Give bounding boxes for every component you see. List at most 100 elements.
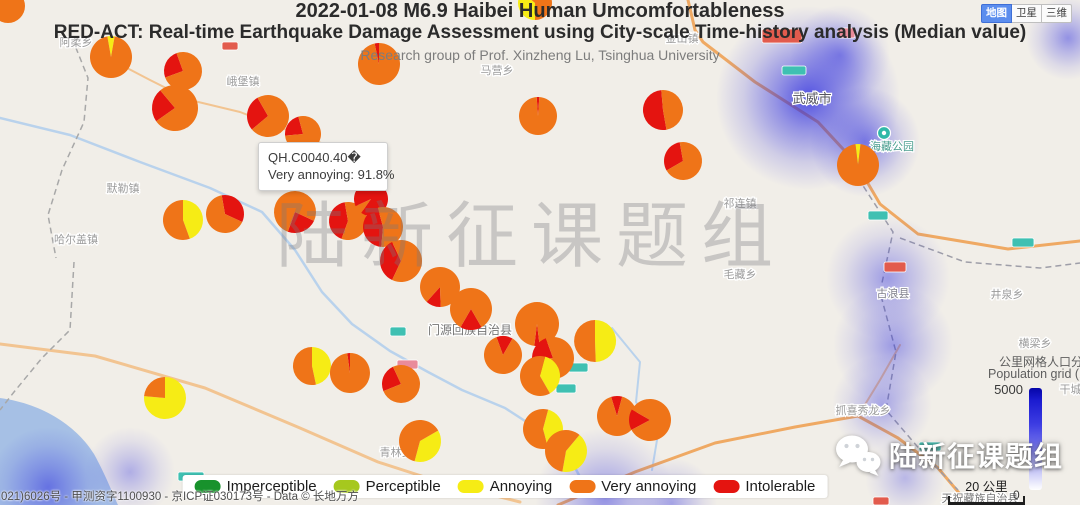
pie-slice <box>450 288 492 328</box>
pie-marker[interactable] <box>399 419 442 462</box>
river-line <box>611 327 659 471</box>
pie-slice <box>562 434 588 473</box>
pie-slice <box>545 430 580 472</box>
pie-marker[interactable] <box>292 347 331 385</box>
road-badge <box>918 441 942 452</box>
pie-marker[interactable] <box>162 199 203 240</box>
pie-slice <box>312 347 331 385</box>
map-type-button-map[interactable]: 地图 <box>981 4 1012 23</box>
tooltip-station-id: QH.C0040.40� <box>268 150 361 165</box>
town-label: 峨堡镇 <box>227 74 260 88</box>
pie-marker[interactable] <box>545 430 588 473</box>
pie-slice <box>460 309 482 331</box>
pie-slice <box>518 0 535 20</box>
road-badge <box>837 27 856 39</box>
pie-slice <box>383 365 420 404</box>
town-label: 马营乡 <box>481 63 514 77</box>
pie-marker[interactable] <box>164 52 203 91</box>
pie-slice <box>152 90 175 122</box>
population-density-blob <box>865 438 945 505</box>
pie-marker[interactable] <box>518 97 557 136</box>
town-label: 金山镇 <box>666 31 699 45</box>
population-density-blob <box>0 427 108 505</box>
pie-marker[interactable] <box>381 365 420 404</box>
pie-marker[interactable] <box>144 377 187 419</box>
legend-label: Annoying <box>489 478 553 495</box>
pie-slice <box>273 190 316 232</box>
boundary-dashed-line <box>0 261 75 411</box>
pie-marker[interactable] <box>90 36 132 79</box>
pie-marker[interactable] <box>518 0 552 20</box>
legend-item-very_annoying: Very annoying <box>569 478 696 495</box>
pie-slice <box>363 207 383 247</box>
pie-slice <box>90 36 132 79</box>
legend-label: Intolerable <box>745 478 816 495</box>
town-label: 哈尔盖镇 <box>54 232 98 246</box>
pie-slice <box>374 43 379 64</box>
pie-marker[interactable] <box>837 144 880 187</box>
pie-marker[interactable] <box>0 0 25 23</box>
pie-slice <box>595 319 617 362</box>
pie-marker[interactable] <box>642 90 683 131</box>
pie-slice <box>496 336 513 355</box>
pie-slice <box>162 199 190 240</box>
pie-marker[interactable] <box>273 190 316 233</box>
road-badge <box>221 41 239 51</box>
map-type-switcher: 地图 卫星 三维 <box>981 4 1072 23</box>
town-label: 井泉乡 <box>991 287 1024 301</box>
pie-marker[interactable] <box>483 336 522 375</box>
pie-slice <box>355 199 371 213</box>
town-label: 抓喜秀龙乡 <box>836 403 891 417</box>
pie-slice <box>837 144 880 187</box>
town-label: 天祝藏族自治县 <box>942 491 1019 505</box>
pie-marker[interactable] <box>520 355 561 396</box>
town-label: 毛藏乡 <box>724 268 757 281</box>
pie-slice <box>666 142 703 181</box>
legend-label: Very annoying <box>601 478 697 495</box>
pie-slice <box>165 52 203 91</box>
pie-marker[interactable] <box>246 94 289 137</box>
pie-marker[interactable] <box>420 267 461 308</box>
pie-marker[interactable] <box>515 302 560 347</box>
road-badge <box>761 28 803 44</box>
pie-marker[interactable] <box>664 142 703 181</box>
population-density-blob <box>790 5 890 105</box>
pie-marker[interactable] <box>205 195 244 234</box>
pie-slice <box>156 85 199 132</box>
pie-marker[interactable] <box>329 352 370 393</box>
pie-marker[interactable] <box>363 206 404 247</box>
pie-slice <box>381 366 401 392</box>
legend-label: Imperceptible <box>226 478 317 495</box>
pie-slice <box>536 97 540 116</box>
town-label: 古浪县 <box>877 286 910 300</box>
legend-swatch-very_annoying <box>569 480 596 493</box>
pie-slice <box>380 241 401 281</box>
road-badge <box>389 326 407 337</box>
pie-marker[interactable] <box>574 319 617 362</box>
pie-slice <box>399 419 439 462</box>
population-density-blob <box>832 355 932 455</box>
road-badge <box>555 383 577 394</box>
pie-marker[interactable] <box>329 201 368 240</box>
legend-swatch-intolerable <box>713 480 740 493</box>
town-label: 干城乡 <box>1060 383 1080 396</box>
pie-marker[interactable] <box>628 398 671 441</box>
pie-marker[interactable] <box>450 288 492 331</box>
town-label: 武威市 <box>792 91 831 106</box>
legend-swatch-annoying <box>457 480 484 493</box>
road-badge <box>1011 237 1035 248</box>
pie-marker[interactable] <box>596 395 637 436</box>
pie-slice <box>292 347 316 385</box>
pie-marker[interactable] <box>380 240 423 282</box>
map-type-button-3d[interactable]: 三维 <box>1042 4 1072 23</box>
pie-slice <box>144 377 165 398</box>
pie-marker[interactable] <box>152 85 199 132</box>
pie-marker[interactable] <box>358 43 401 85</box>
map-type-button-satellite[interactable]: 卫星 <box>1012 4 1042 23</box>
pie-slice <box>358 43 401 85</box>
pie-slice <box>664 142 683 171</box>
pie-slice <box>426 287 441 308</box>
road-badge <box>867 210 889 221</box>
